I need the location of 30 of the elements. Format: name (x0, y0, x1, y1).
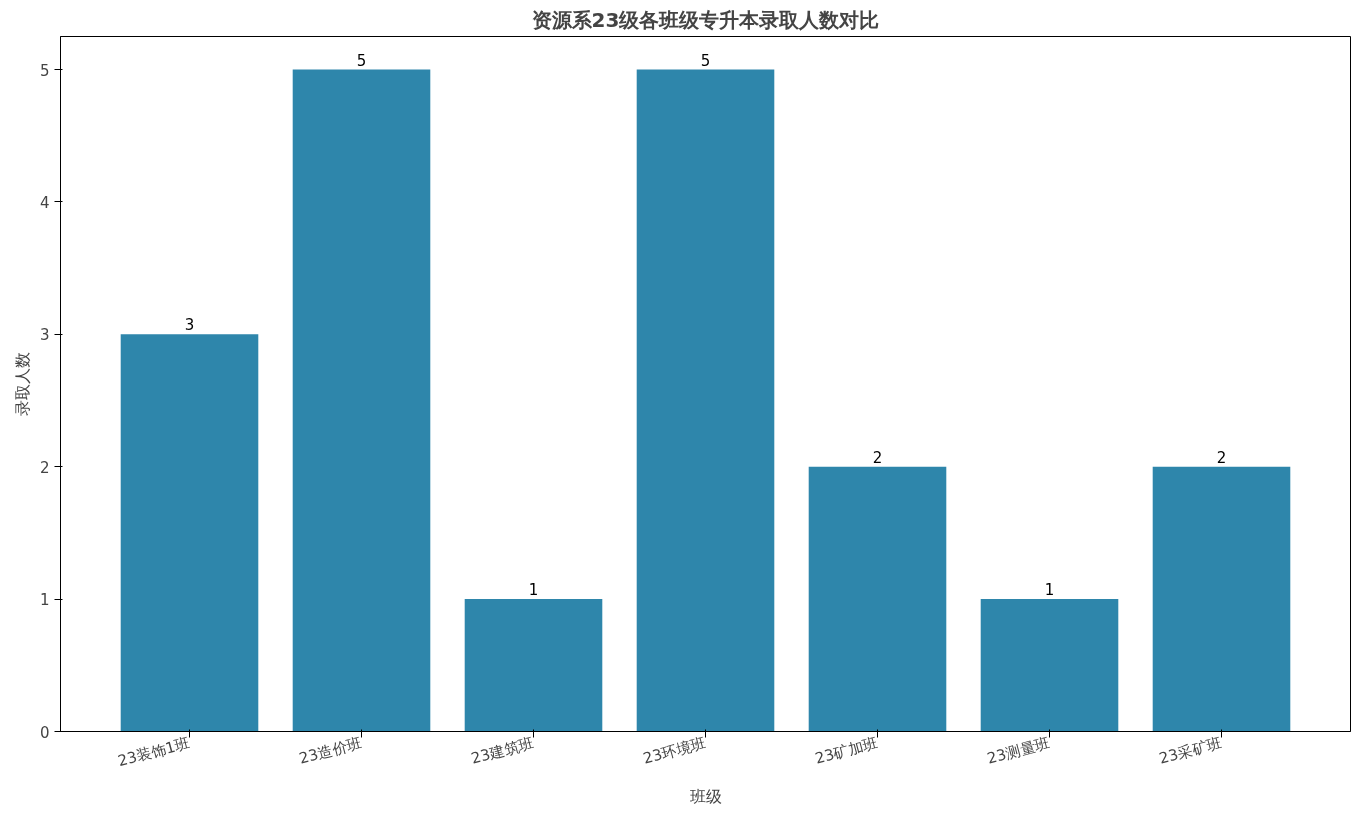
bar (464, 599, 603, 732)
y-tick-label: 4 (39, 193, 50, 212)
bar (980, 599, 1119, 732)
x-tick-label: 23建筑班 (469, 733, 536, 768)
y-axis-title: 录取人数 (12, 352, 32, 416)
data-label: 2 (1216, 448, 1227, 467)
data-label: 1 (1044, 581, 1055, 600)
y-tick-label: 1 (39, 591, 50, 610)
data-label: 3 (184, 316, 195, 335)
y-tick-label: 3 (39, 326, 50, 345)
data-label: 2 (872, 448, 883, 467)
x-axis-title: 班级 (689, 786, 722, 806)
data-label: 5 (356, 51, 367, 70)
y-tick-label: 0 (39, 723, 50, 742)
x-tick-label: 23采矿班 (1157, 733, 1224, 768)
bar (636, 69, 775, 732)
x-tick-label: 23环境班 (641, 733, 708, 768)
y-tick-label: 5 (39, 61, 50, 80)
bar (808, 466, 947, 732)
chart-title: 资源系23级各班级专升本录取人数对比 (531, 7, 880, 32)
y-tick-label: 2 (39, 458, 50, 477)
x-tick-label: 23矿加班 (813, 733, 880, 768)
data-label: 1 (528, 581, 539, 600)
x-tick-label: 23造价班 (297, 733, 364, 768)
x-tick-label: 23装饰1班 (116, 733, 192, 771)
x-tick-label: 23测量班 (985, 733, 1052, 768)
bar (120, 334, 259, 732)
bar (1152, 466, 1291, 732)
data-label: 5 (700, 51, 711, 70)
bar (292, 69, 431, 732)
